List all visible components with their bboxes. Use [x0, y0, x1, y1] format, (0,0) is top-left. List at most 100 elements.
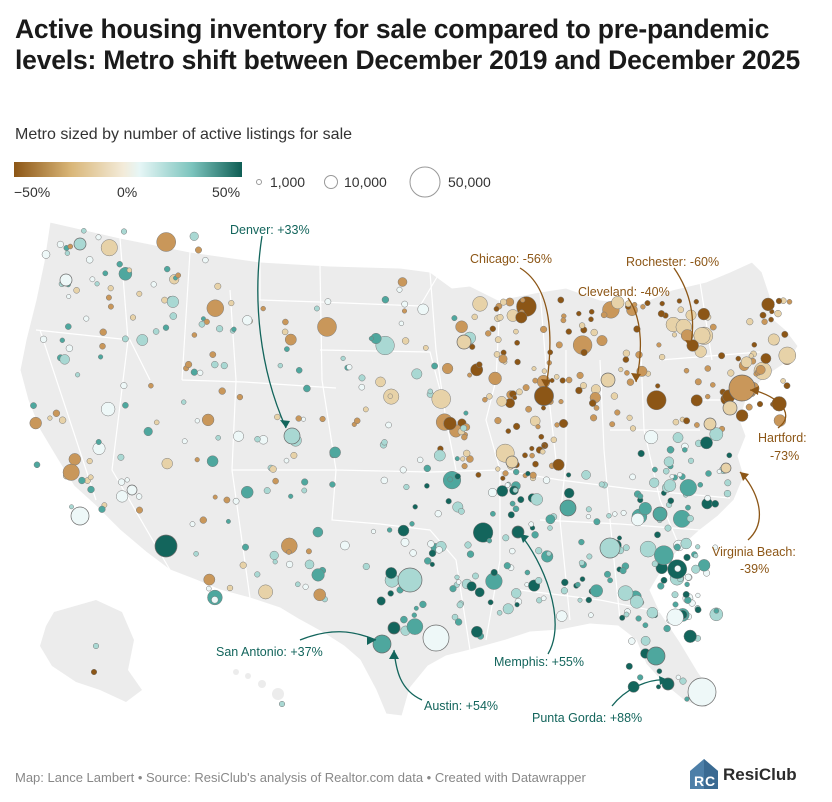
metro-bubble — [449, 585, 457, 593]
metro-bubble — [507, 511, 515, 519]
metro-bubble — [600, 311, 608, 319]
charlotte-bubble — [652, 506, 668, 522]
metro-bubble — [525, 405, 532, 413]
metro-bubble — [656, 342, 662, 348]
metro-bubble — [136, 334, 149, 346]
metro-bubble — [564, 487, 575, 499]
metro-bubble — [428, 549, 437, 557]
metro-bubble — [423, 464, 431, 473]
metro-bubble — [435, 546, 443, 554]
metro-bubble — [411, 368, 423, 380]
metro-bubble — [161, 457, 173, 470]
metro-bubble — [220, 362, 228, 370]
metro-bubble — [380, 476, 388, 485]
metro-bubble — [240, 485, 254, 499]
metro-bubble — [424, 483, 430, 489]
minneapolis-bubble — [456, 334, 472, 350]
metro-bubble — [640, 304, 646, 310]
metro-bubble — [664, 524, 672, 532]
metro-bubble — [644, 300, 651, 307]
metro-bubble — [164, 265, 171, 273]
metro-bubble — [666, 608, 684, 626]
metro-bubble — [672, 432, 684, 443]
metro-bubble — [619, 567, 627, 575]
metro-bubble — [529, 471, 537, 479]
metro-bubble — [75, 372, 81, 378]
metro-bubble — [628, 637, 636, 645]
metro-bubble — [663, 479, 677, 492]
los-angeles-bubble — [154, 534, 178, 558]
metro-bubble — [585, 514, 591, 520]
metro-bubble — [284, 346, 290, 352]
metro-bubble — [191, 332, 198, 338]
metro-bubble — [635, 351, 643, 359]
metro-bubble — [52, 409, 61, 417]
metro-bubble — [429, 561, 435, 567]
metro-bubble — [242, 315, 253, 326]
metro-bubble — [463, 410, 469, 416]
metro-bubble — [386, 527, 393, 533]
metro-bubble — [218, 387, 226, 395]
metro-bubble — [460, 424, 467, 432]
size-legend-circle-small — [256, 179, 262, 185]
metro-bubble — [658, 353, 666, 361]
metro-bubble — [409, 521, 415, 527]
label-memphis: Memphis: +55% — [494, 655, 584, 669]
metro-bubble — [95, 234, 102, 241]
metro-bubble — [751, 342, 758, 348]
metro-bubble — [451, 315, 458, 322]
metro-bubble — [746, 318, 754, 326]
metro-bubble — [724, 479, 732, 487]
metro-bubble — [559, 419, 568, 428]
metro-bubble — [129, 314, 137, 321]
metro-bubble — [282, 318, 289, 326]
metro-bubble — [512, 487, 519, 493]
metro-bubble — [152, 328, 160, 335]
metro-bubble — [86, 256, 94, 264]
metro-bubble — [546, 551, 552, 557]
metro-bubble — [673, 543, 681, 551]
metro-bubble — [659, 300, 665, 307]
metro-bubble — [783, 382, 791, 390]
metro-bubble — [406, 618, 424, 635]
metro-bubble — [676, 298, 683, 304]
metro-bubble — [62, 463, 80, 481]
metro-bubble — [233, 430, 244, 442]
metro-bubble — [566, 472, 572, 478]
metro-bubble — [685, 504, 691, 511]
metro-bubble — [735, 409, 749, 422]
metro-bubble — [514, 339, 520, 346]
metro-bubble — [530, 493, 543, 506]
metro-bubble — [190, 368, 198, 376]
metro-bubble — [520, 297, 526, 303]
metro-bubble — [92, 642, 100, 650]
metro-bubble — [575, 386, 583, 395]
metro-bubble — [538, 433, 545, 440]
metro-bubble — [215, 435, 221, 441]
metro-bubble — [466, 550, 475, 558]
metro-bubble — [498, 354, 508, 364]
metro-bubble — [445, 498, 452, 505]
metro-bubble — [447, 476, 454, 483]
arrow-denver — [257, 235, 287, 429]
metro-bubble — [194, 457, 200, 463]
metro-bubble — [539, 448, 546, 455]
metro-bubble — [607, 577, 613, 584]
metro-bubble — [381, 439, 388, 446]
metro-bubble — [679, 479, 697, 497]
metro-bubble — [547, 525, 553, 531]
metro-bubble — [727, 369, 735, 377]
metro-bubble — [639, 540, 657, 558]
metro-bubble — [496, 313, 504, 321]
metro-bubble — [711, 500, 719, 508]
metro-bubble — [401, 308, 408, 314]
metro-bubble — [541, 443, 547, 449]
label-san-antonio: San Antonio: +37% — [216, 645, 323, 659]
metro-bubble — [748, 353, 754, 359]
metro-bubble — [590, 584, 603, 598]
metro-bubble — [663, 456, 675, 467]
metro-bubble — [283, 457, 290, 464]
metro-bubble — [295, 415, 302, 422]
metro-bubble — [693, 327, 711, 345]
metro-bubble — [135, 493, 143, 500]
